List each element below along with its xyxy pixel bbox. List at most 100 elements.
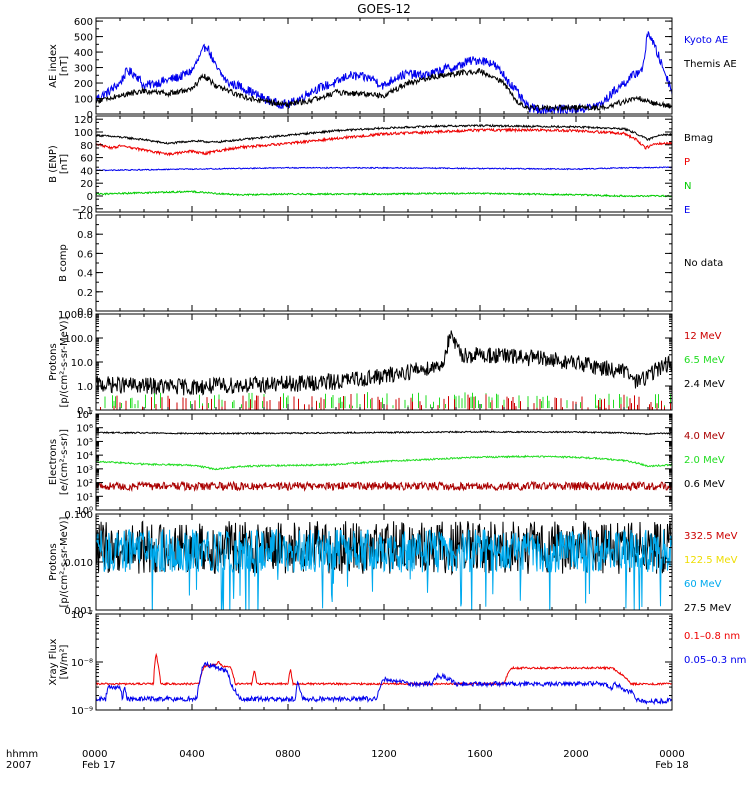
y-tick-label: 200: [74, 79, 93, 90]
y-tick-label: 10⁵: [76, 437, 93, 448]
y-tick-label: 0.100: [64, 510, 93, 521]
y-axis-label: [W/m²]: [59, 644, 70, 679]
y-tick-label: 120: [74, 115, 93, 126]
panel-5: 10⁰ 10¹ 10² 10³ 10⁴ 10⁵ 10⁶ 10⁷ Electrons [e/(cm²…: [48, 410, 725, 517]
y-tick-label: 1000.0: [58, 310, 93, 321]
series-0-05-0-3-nm-line: [96, 660, 672, 706]
y-tick-label: 0.1: [77, 406, 93, 417]
y-axis-label: Protons: [48, 343, 59, 380]
y-tick-label: 100.0: [64, 334, 93, 345]
y-tick-label: 100: [74, 95, 93, 106]
legend-entry: E: [684, 205, 690, 216]
series-kyoto-ae-line: [96, 31, 672, 114]
y-tick-label: 0.010: [64, 558, 93, 569]
legend-entry: 6.5 MeV: [684, 355, 725, 366]
y-tick-label: 60: [80, 154, 93, 165]
series-0-6-mev-line: [96, 430, 672, 436]
y-tick-label: 10¹: [76, 492, 93, 503]
legend-entry: P: [684, 157, 690, 168]
y-tick-label: 20: [80, 179, 93, 190]
y-tick-label: 10⁻⁸: [71, 658, 93, 669]
y-tick-label: 0.6: [77, 249, 93, 260]
y-axis-label: [e/(cm²-s-sr)]: [59, 429, 70, 495]
series-12-mev-line: [100, 394, 672, 410]
panel-3: 0.0 0.2 0.4 0.6 0.8 1.0 B comp No data: [58, 211, 723, 318]
y-tick-label: 10.0: [71, 358, 93, 369]
y-tick-label: 10²: [76, 479, 93, 490]
legend-entry: 0.6 MeV: [684, 479, 725, 490]
y-tick-label: 10⁴: [76, 451, 93, 462]
legend-entry: 4.0 MeV: [684, 431, 725, 442]
y-tick-label: 1.0: [77, 382, 93, 393]
legend-entry: 2.0 MeV: [684, 455, 725, 466]
y-tick-label: 400: [74, 48, 93, 59]
legend-entry: Kyoto AE: [684, 35, 728, 46]
series-bmag-line: [96, 123, 672, 145]
series-themis-ae-line: [96, 67, 672, 112]
legend-entry: Themis AE: [683, 59, 737, 70]
legend-entry: 332.5 MeV: [684, 531, 738, 542]
y-tick-label: 10⁻⁷: [71, 610, 93, 621]
x-tick-label: 0000: [659, 749, 684, 760]
series-p-line: [96, 127, 672, 157]
series-n-line: [96, 190, 672, 198]
y-tick-label: 0: [87, 192, 93, 203]
panel-4: 0.1 1.0 10.0 100.0 1000.0 Protons [p/(cm²-s-sr…: [48, 310, 725, 417]
legend-entry: 60 MeV: [684, 579, 722, 590]
x-tick-label: 0800: [275, 749, 300, 760]
series-2-4-mev-line: [96, 330, 672, 396]
panel-6: 0.001 0.010 0.100 Protons [p/(cm²-s-sr-MeV)]…: [48, 510, 738, 617]
y-tick-label: 10⁷: [76, 410, 93, 421]
y-tick-label: 300: [74, 64, 93, 75]
series-e-line: [96, 166, 672, 172]
y-tick-label: 0.2: [77, 288, 93, 299]
y-tick-label: 0.4: [77, 269, 93, 280]
y-tick-label: 10⁶: [76, 424, 93, 435]
y-axis-label: [p/(cm²-s-sr-MeV)]: [59, 516, 70, 607]
x-tick-date-label: Feb 17: [82, 760, 116, 771]
y-axis-label: Electrons: [48, 439, 59, 485]
panel-frame: [95, 613, 673, 711]
time-axis-row1-label: hhmm: [6, 749, 38, 760]
x-tick-label: 1600: [467, 749, 492, 760]
legend-entry: N: [684, 181, 691, 192]
series-60-mev-line: [96, 529, 672, 610]
y-tick-label: 0.0: [77, 307, 93, 318]
y-tick-label: 600: [74, 17, 93, 28]
y-tick-label: 10⁻⁹: [71, 706, 93, 717]
y-tick-label: 0: [87, 110, 93, 121]
y-axis-label: [p/(cm²-s-sr-MeV)]: [59, 316, 70, 407]
panel-1: 0 100 200 300 400 500 600 AE index [nT] Kyoto AE T…: [48, 17, 737, 121]
legend-entry: 0.1–0.8 nm: [684, 631, 740, 642]
y-tick-label: 10⁰: [76, 506, 93, 517]
y-tick-label: 1.0: [77, 211, 93, 222]
y-axis-label: B (ENP): [48, 145, 59, 183]
y-tick-label: 40: [80, 166, 93, 177]
y-axis-label: Xray Flux: [48, 638, 59, 685]
legend-entry: 12 MeV: [684, 331, 722, 342]
x-tick-label: 0400: [179, 749, 204, 760]
y-axis-label: [nT]: [59, 154, 70, 174]
legend-entry: 27.5 MeV: [684, 603, 731, 614]
y-tick-label: 100: [74, 128, 93, 139]
legend-entry: 122.5 MeV: [684, 555, 738, 566]
legend-entry: Bmag: [684, 133, 713, 144]
x-tick-label: 1200: [371, 749, 396, 760]
y-axis-label: [nT]: [59, 56, 70, 76]
y-tick-label: 0.8: [77, 230, 93, 241]
time-axis-row2-label: 2007: [6, 760, 31, 771]
y-axis-label: Protons: [48, 543, 59, 580]
y-tick-label: −20: [72, 205, 93, 216]
series-2-0-mev-line: [96, 454, 672, 471]
panel-7: 10⁻⁹ 10⁻⁸ 10⁻⁷ Xray Flux [W/m²] 0.1–0.8 nm 0.0…: [48, 610, 746, 717]
x-tick-label: 0000: [82, 749, 107, 760]
y-tick-label: 0.001: [64, 606, 93, 617]
legend-entry: 0.05–0.3 nm: [684, 655, 746, 666]
y-tick-label: 80: [80, 141, 93, 152]
legend-entry: No data: [684, 258, 723, 269]
series-0-1-0-8-nm-line: [96, 652, 672, 687]
